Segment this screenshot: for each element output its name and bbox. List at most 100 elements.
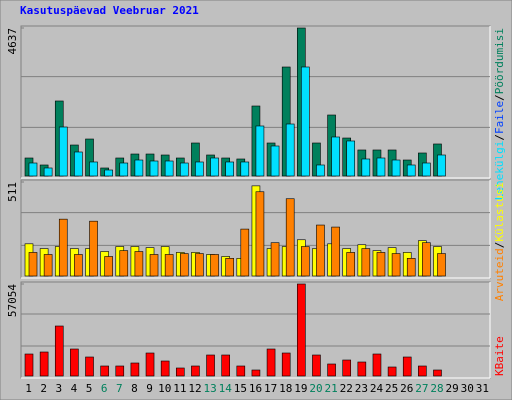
bar: [58, 218, 68, 277]
legend-entry: KBaite: [493, 336, 506, 376]
bar: [100, 365, 109, 377]
bar: [39, 351, 49, 377]
x-tick-label: 17: [264, 382, 277, 395]
x-tick-label: 6: [101, 382, 108, 395]
bar: [134, 251, 144, 277]
bar: [402, 356, 412, 377]
x-tick-label: 9: [146, 382, 153, 395]
legend: Lehekülgi/Faile/Pöördumisi: [493, 28, 506, 200]
bar: [195, 253, 204, 277]
legend: Arvuteid/Külastusi: [493, 182, 506, 301]
bar: [406, 258, 416, 277]
x-tick-label: 8: [131, 382, 138, 395]
bar: [43, 254, 53, 277]
x-tick-label: 5: [86, 382, 93, 395]
x-tick-label: 30: [461, 382, 474, 395]
bar: [437, 253, 446, 277]
bar: [195, 161, 204, 177]
bar: [28, 252, 38, 277]
x-tick-label: 21: [325, 382, 338, 395]
bar: [372, 353, 382, 377]
bar: [175, 367, 185, 377]
bar: [346, 252, 356, 277]
bar: [164, 160, 174, 177]
x-tick-label: 19: [294, 382, 307, 395]
y-tick-label: 4637: [6, 28, 19, 55]
bar: [281, 352, 291, 377]
bar: [164, 254, 174, 277]
legend-entry: Arvuteid: [493, 248, 506, 301]
bar: [210, 157, 219, 177]
legend-separator: /: [493, 134, 506, 141]
bar: [331, 226, 340, 277]
bar: [210, 254, 219, 277]
bar: [179, 253, 189, 277]
bar: [24, 353, 34, 377]
bar: [43, 167, 53, 177]
bar: [255, 125, 265, 177]
bar: [285, 198, 295, 277]
x-tick-label: 31: [476, 382, 489, 395]
panel: [20, 281, 491, 379]
bar: [391, 159, 401, 177]
bar: [70, 348, 79, 377]
x-tick-label: 1: [25, 382, 32, 395]
bar: [179, 162, 189, 177]
bar: [255, 191, 265, 277]
x-tick-label: 20: [309, 382, 322, 395]
chart-title: Kasutuspäevad Veebruar 2021: [20, 4, 199, 17]
bar: [134, 159, 144, 177]
bar: [206, 354, 215, 377]
bar: [285, 123, 295, 177]
bar: [327, 363, 336, 377]
bar: [58, 126, 68, 177]
bar: [85, 356, 94, 377]
bar: [331, 136, 340, 177]
x-tick-label: 18: [279, 382, 292, 395]
bar: [297, 283, 306, 377]
bar: [104, 169, 113, 177]
bar: [149, 160, 159, 177]
x-tick-label: 25: [385, 382, 398, 395]
legend-entry: Külastusi: [493, 182, 506, 242]
x-tick-label: 16: [249, 382, 262, 395]
legend-separator: /: [493, 94, 506, 101]
legend-entry: Pöördumisi: [493, 28, 506, 94]
x-tick-label: 10: [158, 382, 171, 395]
bar: [119, 162, 129, 177]
bar: [316, 224, 325, 277]
bar: [221, 354, 230, 377]
bar: [225, 258, 234, 277]
bar: [89, 161, 98, 177]
legend: KBaite: [493, 336, 506, 376]
bar: [270, 145, 280, 177]
bar: [145, 352, 155, 377]
x-tick-label: 26: [400, 382, 413, 395]
bar: [361, 158, 371, 177]
bar: [149, 254, 159, 277]
x-tick-label: 4: [71, 382, 78, 395]
x-tick-label: 14: [219, 382, 233, 395]
legend-entry: Faile: [493, 101, 506, 134]
x-tick-label: 7: [116, 382, 123, 395]
bar: [346, 140, 356, 177]
bar: [270, 242, 280, 277]
bar: [387, 366, 397, 377]
bar: [160, 360, 170, 377]
bar: [376, 252, 386, 277]
bar: [422, 162, 431, 177]
x-tick-label: 29: [446, 382, 459, 395]
bar: [418, 365, 427, 377]
bar: [74, 151, 83, 177]
bar: [342, 359, 352, 377]
bar: [376, 157, 386, 177]
bar: [406, 164, 416, 177]
bar: [130, 362, 140, 377]
bar: [74, 254, 83, 277]
x-tick-label: 13: [203, 382, 216, 395]
bar: [225, 161, 234, 177]
x-tick-label: 3: [56, 382, 63, 395]
bar: [104, 256, 113, 277]
bar: [115, 365, 125, 377]
x-tick-label: 24: [370, 382, 384, 395]
